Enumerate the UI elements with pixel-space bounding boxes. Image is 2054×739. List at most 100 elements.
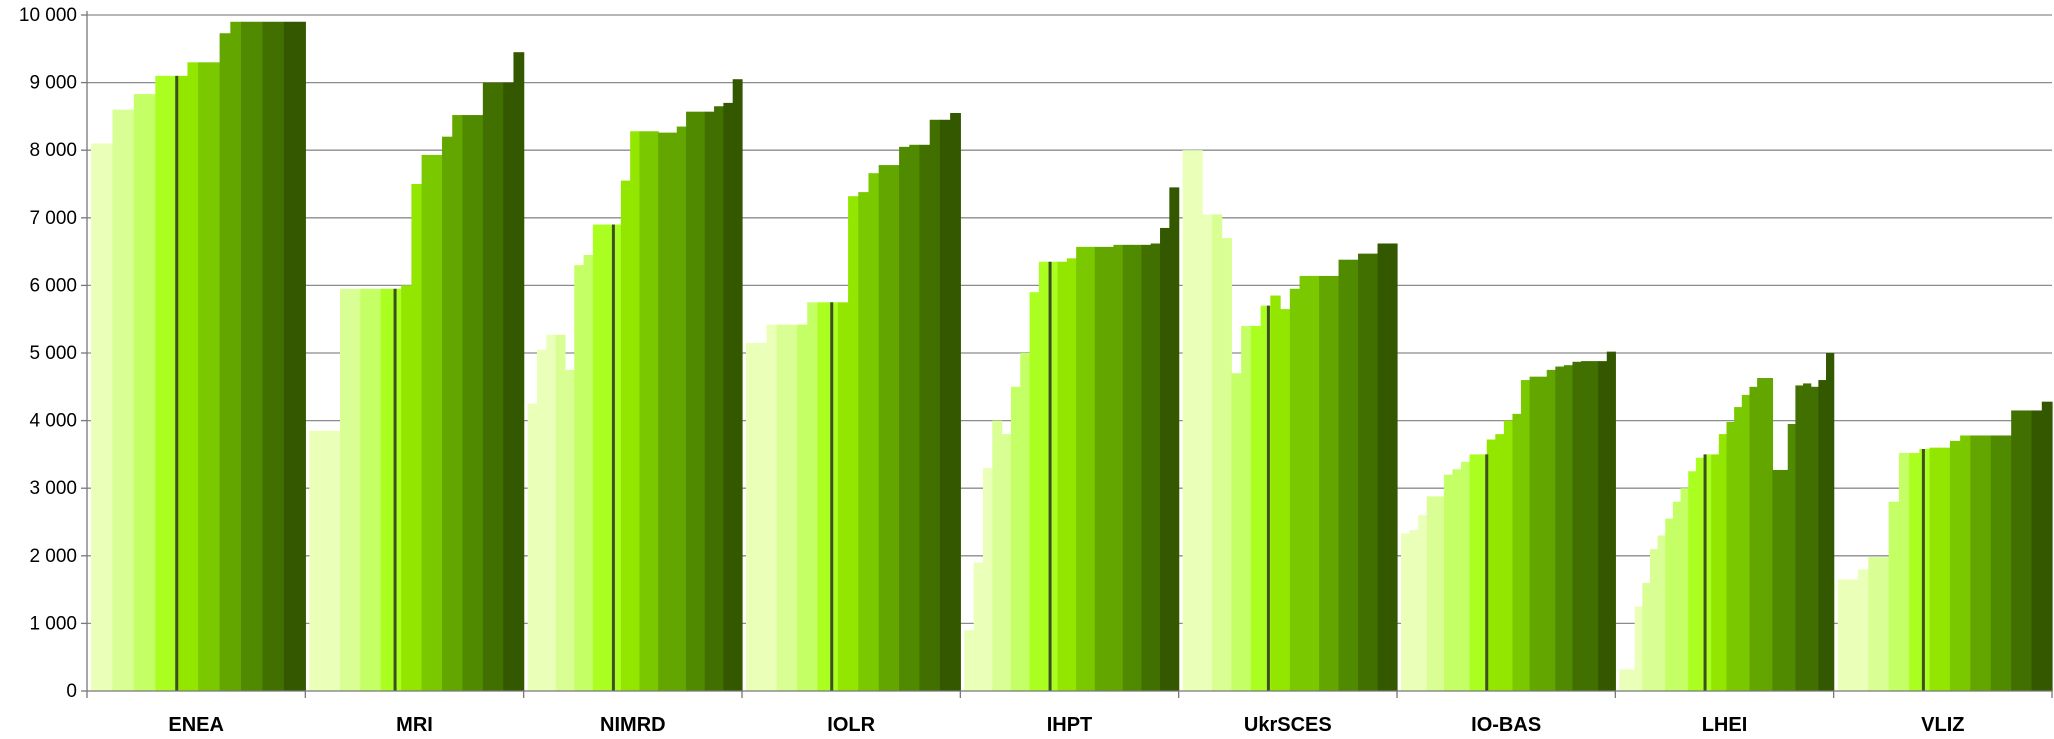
bar bbox=[1001, 434, 1012, 691]
bar bbox=[1711, 454, 1720, 691]
bar bbox=[1020, 353, 1031, 691]
bar bbox=[1810, 386, 1819, 691]
bar bbox=[452, 115, 464, 692]
bar-group-ihpt bbox=[964, 187, 1180, 692]
bar bbox=[1401, 533, 1411, 691]
bar bbox=[1094, 246, 1105, 692]
bar bbox=[546, 334, 557, 691]
y-tick-label: 8 000 bbox=[29, 140, 77, 161]
bar bbox=[2000, 435, 2012, 691]
bar bbox=[1949, 440, 1961, 691]
bar bbox=[370, 288, 382, 691]
bar bbox=[964, 630, 975, 691]
bar bbox=[1572, 361, 1582, 691]
bar bbox=[1909, 453, 1920, 691]
bar bbox=[676, 126, 687, 692]
bar bbox=[1377, 243, 1388, 691]
bar bbox=[1657, 535, 1666, 691]
bar bbox=[1478, 454, 1488, 691]
bar bbox=[746, 342, 757, 691]
bar-group-ukrsces bbox=[1182, 150, 1398, 692]
bar bbox=[858, 192, 870, 691]
bar bbox=[620, 180, 631, 691]
bar bbox=[1280, 309, 1291, 691]
bar bbox=[611, 224, 622, 691]
bar bbox=[2021, 410, 2033, 691]
bar bbox=[112, 109, 124, 691]
bar bbox=[1858, 569, 1869, 691]
bar bbox=[1270, 295, 1281, 691]
bar-group-mri bbox=[309, 52, 525, 692]
bar bbox=[1589, 361, 1599, 691]
bar bbox=[1038, 261, 1049, 691]
bar bbox=[91, 143, 103, 691]
bar bbox=[431, 154, 443, 691]
bar bbox=[1426, 496, 1436, 691]
bar bbox=[766, 324, 778, 691]
bar bbox=[648, 131, 659, 692]
bar bbox=[401, 285, 412, 691]
bar bbox=[309, 430, 321, 691]
bar bbox=[421, 154, 433, 691]
y-axis: 0 1 000 2 000 3 000 4 000 5 000 6 000 7 000 8 00… bbox=[19, 5, 88, 702]
y-tick-label: 5 000 bbox=[29, 343, 77, 364]
bar bbox=[807, 302, 819, 691]
bar bbox=[1029, 292, 1040, 691]
bar bbox=[704, 111, 715, 692]
bar bbox=[1309, 275, 1320, 691]
bar bbox=[219, 33, 231, 691]
bar-groups bbox=[91, 21, 2053, 692]
bar bbox=[1010, 386, 1021, 691]
bar bbox=[1452, 469, 1462, 691]
bar bbox=[1695, 457, 1705, 691]
category-label: IO-BAS bbox=[1471, 714, 1541, 736]
bar bbox=[1469, 454, 1479, 691]
bar bbox=[1512, 413, 1522, 691]
y-tick-label: 1 000 bbox=[29, 613, 77, 634]
bar bbox=[1289, 288, 1301, 691]
category-label: UkrSCES bbox=[1244, 714, 1332, 736]
bar bbox=[1486, 439, 1496, 691]
bar bbox=[1150, 243, 1161, 691]
bar bbox=[1634, 606, 1643, 691]
bar bbox=[493, 82, 504, 692]
bar bbox=[1299, 275, 1310, 691]
bar bbox=[1741, 394, 1751, 691]
bar bbox=[1665, 518, 1674, 691]
bar bbox=[251, 21, 264, 691]
bar bbox=[909, 144, 921, 692]
bar bbox=[166, 75, 178, 692]
bar bbox=[1409, 530, 1419, 691]
bar bbox=[992, 420, 1003, 691]
bar bbox=[1202, 214, 1213, 692]
bar bbox=[380, 288, 392, 691]
category-label: ENEA bbox=[168, 714, 224, 736]
bar bbox=[1960, 435, 1971, 691]
bar bbox=[1328, 275, 1340, 691]
bar bbox=[411, 184, 423, 691]
x-axis: ENEA MRI NIMRD IOLR IHPT UkrSCES IO-BAS LHEI VLI… bbox=[86, 690, 2053, 736]
y-tick-label: 6 000 bbox=[29, 275, 77, 296]
bar bbox=[1048, 261, 1059, 691]
bar bbox=[1555, 366, 1565, 691]
bar bbox=[899, 146, 910, 691]
bar bbox=[630, 131, 641, 692]
bar bbox=[2031, 410, 2043, 691]
bar bbox=[1757, 378, 1766, 691]
bar bbox=[848, 196, 859, 691]
bar bbox=[1085, 246, 1096, 692]
bar bbox=[1780, 469, 1789, 691]
bar bbox=[1718, 434, 1728, 691]
bar bbox=[1772, 469, 1781, 691]
bar bbox=[1221, 238, 1232, 691]
bar bbox=[133, 94, 146, 692]
bar-group-lhei bbox=[1619, 353, 1835, 691]
bar bbox=[339, 288, 351, 691]
bar bbox=[1688, 471, 1697, 691]
bar bbox=[462, 115, 474, 692]
bar bbox=[950, 113, 961, 691]
bar bbox=[1461, 461, 1471, 691]
y-tick-label: 3 000 bbox=[29, 478, 77, 499]
bar bbox=[756, 342, 768, 691]
bar bbox=[1132, 244, 1142, 691]
